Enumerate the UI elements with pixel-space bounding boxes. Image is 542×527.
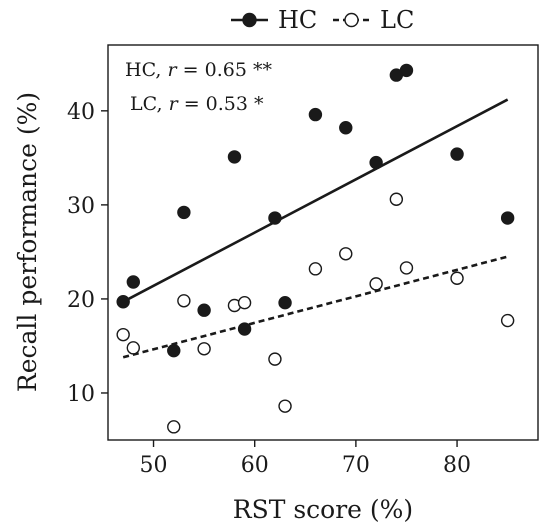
fit-line-hc — [122, 98, 509, 303]
point-lc — [399, 261, 414, 275]
point-hc — [237, 322, 252, 336]
legend-marker-lc — [344, 12, 359, 28]
data-points — [116, 63, 515, 434]
point-hc — [116, 295, 130, 309]
point-lc — [369, 277, 383, 291]
y-tick-label: 20 — [67, 288, 95, 313]
point-hc — [177, 205, 191, 220]
point-hc — [450, 147, 464, 161]
point-hc — [339, 121, 353, 135]
point-lc — [389, 192, 404, 206]
legend: HC LC — [231, 6, 414, 34]
point-lc — [126, 341, 140, 355]
point-hc — [278, 295, 292, 310]
point-hc — [500, 211, 515, 225]
point-hc — [369, 155, 383, 170]
point-hc — [399, 63, 414, 78]
point-lc — [450, 271, 464, 285]
legend-label-hc: HC — [278, 6, 317, 34]
annotation-lc-value: = 0.53 * — [178, 93, 264, 115]
x-axis-title: RST score (%) — [233, 495, 413, 524]
y-tick-label: 30 — [67, 194, 95, 219]
point-lc — [237, 295, 252, 310]
point-lc — [116, 327, 130, 342]
point-hc — [227, 150, 242, 164]
fit-line-lc — [122, 255, 508, 359]
point-lc — [308, 262, 323, 276]
point-hc — [167, 343, 181, 358]
annotation-hc-prefix: HC, — [125, 59, 168, 81]
annotation-hc-var: r — [168, 59, 179, 81]
point-lc — [339, 247, 353, 261]
annotation-lc-prefix: LC, — [130, 93, 169, 115]
y-axis-title: Recall performance (%) — [13, 92, 42, 392]
y-tick-label: 40 — [67, 100, 95, 125]
point-lc — [197, 342, 211, 356]
annotation-lc: LC, r = 0.53 * — [130, 93, 264, 115]
x-tick-label: 80 — [443, 453, 471, 478]
point-lc — [278, 399, 292, 413]
point-lc — [268, 352, 282, 366]
x-tick-label: 60 — [241, 453, 269, 478]
annotation-hc-value: = 0.65 ** — [177, 59, 273, 81]
fit-lines — [122, 98, 509, 359]
point-hc — [268, 211, 282, 225]
x-tick-label: 70 — [342, 453, 370, 478]
annotation-lc-var: r — [169, 93, 180, 115]
x-tick-label: 50 — [140, 453, 168, 478]
point-hc — [126, 275, 140, 289]
point-lc — [177, 294, 191, 308]
legend-marker-hc — [242, 12, 257, 28]
point-lc — [500, 313, 515, 328]
point-hc — [197, 303, 211, 317]
point-lc — [167, 420, 181, 434]
point-hc — [308, 107, 323, 122]
annotation-hc: HC, r = 0.65 ** — [125, 59, 272, 81]
y-tick-label: 10 — [67, 382, 95, 407]
legend-label-lc: LC — [380, 6, 414, 34]
axis-ticks: 50 60 70 80 10 20 30 40 — [67, 100, 471, 478]
plot-area — [107, 44, 539, 441]
